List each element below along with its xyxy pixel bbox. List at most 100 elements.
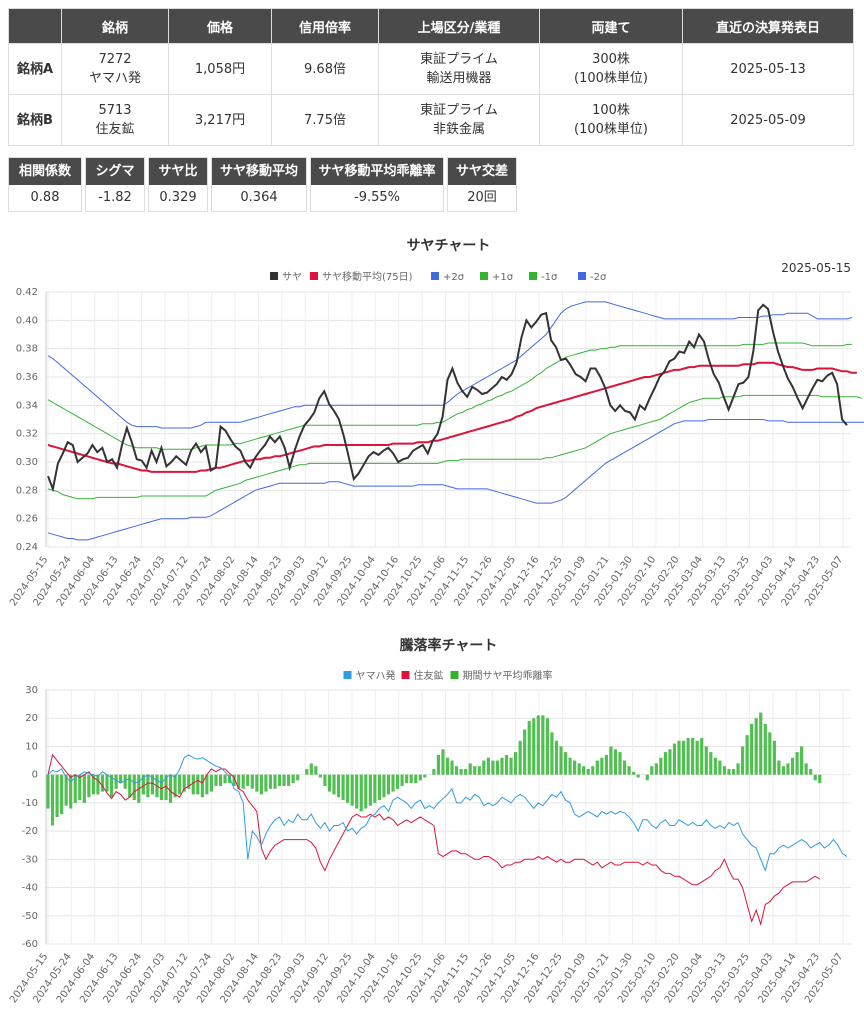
position-cell: 100株 (100株単位) (539, 94, 683, 146)
deviation-bar (268, 774, 273, 789)
y-tick-label: -60 (22, 939, 38, 950)
legend-label: +2σ (443, 272, 465, 283)
deviation-bar (754, 718, 758, 775)
deviation-bar (577, 763, 581, 775)
deviation-bar (91, 774, 95, 795)
deviation-bar (595, 760, 599, 775)
price-cell: 1,058円 (168, 43, 272, 95)
deviation-bar (105, 774, 109, 792)
series-line-サヤ移動平均(75日) (47, 361, 857, 473)
deviation-bar (119, 774, 123, 784)
deviation-bar (250, 774, 254, 789)
deviation-bar (550, 732, 554, 775)
sector-name: 非鉄金属 (432, 122, 485, 137)
deviation-bar (46, 774, 50, 809)
deviation-bar (686, 737, 690, 775)
deviation-bar (804, 763, 808, 775)
deviation-bar (727, 769, 731, 775)
deviation-bar (759, 712, 763, 775)
stat-value: -1.82 (98, 190, 132, 205)
market-name: 東証プライム (420, 103, 498, 118)
deviation-bar (218, 774, 223, 786)
deviation-bar (182, 774, 186, 792)
deviation-bar (604, 754, 608, 775)
y-tick-label: 0.28 (16, 485, 38, 496)
y-tick-label: 0.36 (16, 372, 38, 383)
deviation-bar (586, 769, 590, 775)
deviation-bar (527, 721, 531, 775)
deviation-bar (536, 715, 540, 775)
y-tick-label: -10 (22, 798, 38, 809)
deviation-bar (282, 774, 286, 786)
deviation-bar (450, 760, 454, 775)
stat-spread-crossings: サヤ交差 20回 (447, 157, 517, 212)
deviation-bar (713, 757, 717, 775)
deviation-bar (123, 774, 127, 789)
table-row: 銘柄A 7272 ヤマハ発 1,058円 9.68倍 東証プライム 輸送用機器 30… (8, 43, 854, 95)
deviation-bar (196, 774, 200, 795)
deviation-bar (504, 754, 509, 775)
deviation-bar (73, 774, 77, 803)
stock-cell: 5713 住友鉱 (61, 94, 169, 146)
deviation-bar (178, 774, 182, 795)
deviation-bar (355, 774, 359, 809)
stock-code: 5713 (98, 103, 132, 118)
deviation-bar (132, 774, 136, 801)
y-tick-label: 0.26 (16, 514, 38, 525)
deviation-bar (677, 740, 681, 775)
stat-sigma: シグマ -1.82 (85, 157, 145, 212)
deviation-bar (232, 774, 236, 786)
row-label: 銘柄A (8, 43, 62, 95)
stat-spread-deviation: サヤ移動平均乖離率 -9.55% (310, 157, 444, 212)
deviation-bar (200, 774, 204, 798)
deviation-bar (87, 774, 91, 798)
spread-chart: サヤチャート 2025-05-15 サヤ サヤ移動平均(75日) +2σ +1σ -1σ -2… (8, 238, 864, 608)
stock-name: 住友鉱 (95, 122, 135, 137)
deviation-bar (722, 766, 727, 775)
y-tick-label: -20 (22, 826, 38, 837)
deviation-bar (613, 749, 618, 775)
deviation-bar (731, 769, 736, 775)
legend-swatch (310, 272, 318, 280)
deviation-bar (790, 757, 795, 775)
deviation-bar (436, 754, 441, 775)
y-tick-label: 0 (32, 770, 38, 781)
chart-title: 騰落率チャート (400, 637, 498, 654)
y-tick-label: -30 (22, 854, 38, 865)
deviation-bar (209, 774, 214, 792)
deviation-bar (695, 740, 699, 775)
legend-swatch (431, 272, 439, 280)
deviation-bar (568, 757, 572, 775)
deviation-bar (273, 774, 277, 789)
deviation-bar (636, 774, 640, 778)
stat-value: 20回 (467, 190, 497, 205)
deviation-bar (191, 774, 195, 795)
table-row: 銘柄B 5713 住友鉱 3,217円 7.75倍 東証プライム 非鉄金属 100株… (8, 94, 854, 146)
deviation-bar (582, 766, 586, 775)
deviation-bar (241, 774, 245, 789)
stat-value: 0.88 (30, 190, 60, 205)
deviation-bar (227, 774, 232, 784)
y-tick-label: -40 (22, 883, 38, 894)
legend-swatch (270, 272, 278, 280)
deviation-bar (768, 732, 772, 775)
deviation-bar (663, 752, 668, 775)
stat-label: サヤ交差 (448, 158, 516, 185)
deviation-bar (668, 749, 672, 775)
deviation-bar (441, 749, 445, 775)
y-tick-label: -50 (22, 911, 38, 922)
deviation-bar (277, 774, 282, 786)
deviation-bar (309, 763, 313, 775)
deviation-bar (445, 757, 450, 775)
deviation-bar (786, 763, 790, 775)
deviation-bar (336, 774, 341, 798)
deviation-bar (259, 774, 263, 795)
series-line-+1σ (47, 342, 852, 450)
series-line-住友鉱 (47, 753, 821, 927)
y-tick-label: 0.30 (16, 457, 38, 468)
deviation-bar (78, 774, 82, 801)
legend-swatch (480, 272, 488, 280)
deviation-bar (650, 766, 654, 775)
header-stock: 銘柄 (61, 8, 169, 44)
